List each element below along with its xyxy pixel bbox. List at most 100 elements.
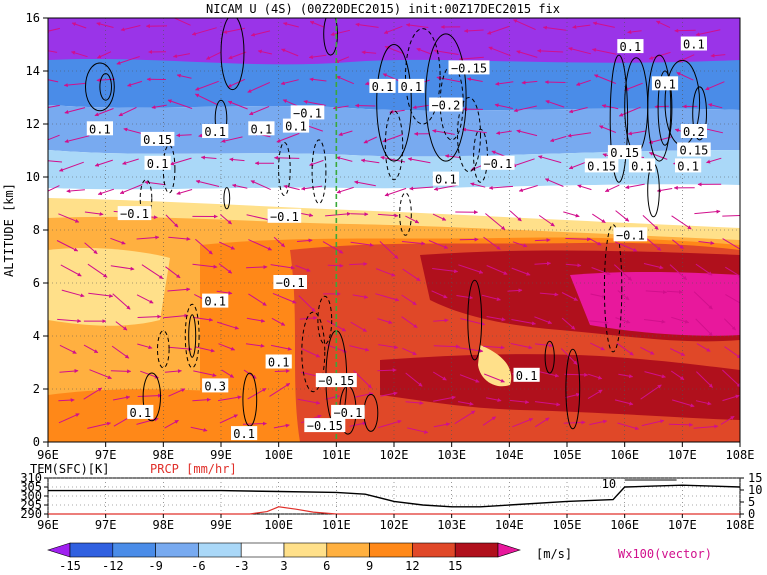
- wind-vector: [666, 289, 683, 294]
- wind-vector: [137, 343, 153, 350]
- wind-vector: [613, 264, 632, 281]
- wind-vector: [510, 343, 533, 350]
- wind-vector: [433, 344, 460, 349]
- wind-vector: [458, 56, 484, 61]
- wind-vector: [377, 213, 399, 218]
- wind-vector: [271, 344, 292, 351]
- wind-vector: [432, 268, 459, 274]
- wind-vector: [330, 29, 351, 37]
- wind-vector: [401, 316, 418, 329]
- wind-vector: [377, 368, 397, 373]
- wind-vector: [565, 237, 592, 242]
- wind-vector: [301, 185, 323, 191]
- wind-vector: [696, 371, 713, 388]
- wind-vector: [671, 316, 690, 324]
- wind-vector: [516, 129, 538, 137]
- wind-vector: [695, 29, 721, 37]
- wind-vector: [641, 419, 665, 427]
- wind-vector: [349, 261, 368, 266]
- contour-label: 0.1: [127, 404, 154, 420]
- wind-vector: [274, 155, 300, 160]
- contour-label: 0.3: [202, 378, 229, 393]
- wind-vector: [195, 80, 219, 91]
- wind-vector: [534, 238, 551, 243]
- svg-text:−0.15: −0.15: [307, 419, 343, 433]
- svg-text:0.1: 0.1: [285, 120, 307, 134]
- wind-vector: [84, 242, 98, 255]
- contour-line: [376, 44, 412, 162]
- wind-vector: [512, 241, 528, 248]
- wind-vector: [725, 294, 740, 304]
- contour-line: [692, 86, 707, 141]
- wind-vector: [274, 369, 290, 374]
- contour-label: 0.15: [677, 142, 711, 158]
- contour-label: 0.1: [202, 124, 229, 139]
- wind-vector: [722, 369, 740, 388]
- svg-text:0.1: 0.1: [147, 157, 169, 171]
- contour-line: [399, 192, 412, 236]
- y-ticks: 0 2 4 6 8 10 12 14 16: [26, 11, 48, 449]
- x-tick-label: 102E: [380, 448, 409, 462]
- contour-label: 0.1: [398, 78, 425, 94]
- y-axis-label: ALTITUDE [km]: [2, 183, 16, 277]
- wind-vector: [643, 319, 666, 324]
- wind-vector: [58, 213, 80, 223]
- wind-vector: [618, 373, 634, 379]
- wind-vector: [327, 263, 344, 268]
- wind-vector: [123, 127, 142, 134]
- prcp-line: [48, 506, 740, 515]
- contour-label: −0.1: [331, 404, 365, 420]
- wind-vector: [59, 161, 84, 172]
- wind-vector: [615, 210, 630, 222]
- contour-label: 0.1: [651, 76, 679, 91]
- wind-vector: [436, 76, 461, 83]
- colorbar-tick-label: 9: [366, 559, 373, 573]
- wind-vector: [272, 292, 297, 304]
- wind-vector: [167, 18, 191, 26]
- wind-vector: [168, 388, 186, 397]
- wind-vector: [513, 19, 536, 31]
- wind-vector: [127, 80, 143, 87]
- wind-vector: [375, 293, 400, 302]
- wind-vector: [640, 384, 662, 400]
- wind-vector: [561, 292, 578, 301]
- wind-vector: [63, 82, 86, 88]
- y-tick-label: 2: [33, 382, 40, 396]
- contour-label: −0.2: [429, 97, 463, 113]
- wind-vector: [218, 343, 236, 351]
- wind-vector: [565, 263, 582, 268]
- wind-vector: [378, 344, 399, 350]
- wind-vector: [624, 82, 643, 91]
- contour-label: −0.1: [290, 105, 325, 120]
- wind-vector: [60, 264, 82, 277]
- wind-vector: [191, 27, 217, 36]
- surface-x-tick-label: 98E: [152, 518, 174, 532]
- wind-vector: [297, 398, 321, 405]
- wind-vector: [325, 211, 351, 217]
- x-tick-label: 99E: [210, 448, 232, 462]
- wind-vector: [141, 264, 164, 280]
- wind-vector: [97, 51, 112, 59]
- wind-vector: [537, 48, 564, 53]
- wind-vector: [218, 263, 233, 274]
- wind-vector: [283, 22, 299, 28]
- band-light-easterly: [48, 150, 740, 190]
- wind-vector: [136, 294, 154, 304]
- surface-x-tick-label: 100E: [264, 518, 293, 532]
- svg-text:−0.1: −0.1: [270, 210, 299, 224]
- wind-vector: [482, 416, 497, 426]
- wind-vector: [309, 20, 325, 28]
- wind-vector: [66, 188, 85, 193]
- vector-legend-label: Wx100(vector): [618, 547, 712, 561]
- wind-vector: [695, 263, 713, 276]
- wind-vector: [71, 50, 88, 58]
- contour-line: [157, 330, 170, 369]
- wind-vector: [676, 72, 694, 81]
- wind-vector: [494, 103, 513, 109]
- wind-vector: [195, 238, 213, 255]
- wind-vector: [173, 53, 190, 59]
- y-tick-label: 0: [33, 435, 40, 449]
- surface-x-tick-label: 102E: [380, 518, 409, 532]
- wind-vector: [280, 79, 299, 86]
